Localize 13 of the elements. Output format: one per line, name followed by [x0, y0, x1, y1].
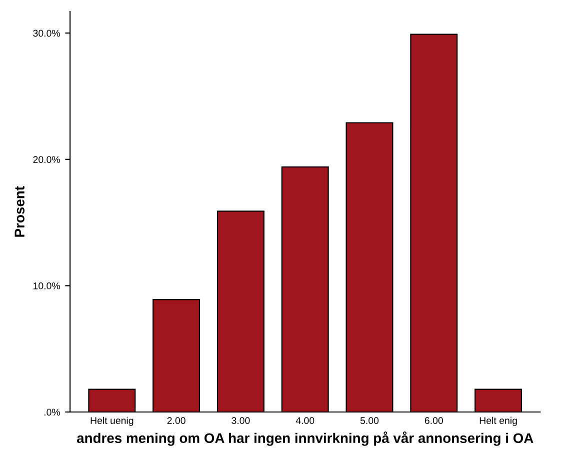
y-tick-label: 10.0% — [34, 282, 60, 290]
x-tick-label: 4.00 — [296, 417, 314, 424]
y-tick-label: 30.0% — [33, 30, 60, 37]
x-tick-label: 2.00 — [167, 417, 186, 424]
x-tick-label: Helt uenig — [90, 416, 134, 426]
y-tick-label: 20.0% — [33, 156, 60, 164]
x-axis-title: andres mening om OA har ingen innvirkning på vår annonsering i OA — [76, 431, 534, 446]
y-axis-title: Prosent — [14, 186, 24, 237]
x-tick-label: Helt enig — [480, 416, 517, 426]
x-tick-label: 3.00 — [232, 417, 250, 424]
x-tick-label: 6.00 — [424, 417, 443, 424]
y-tick-label: .0% — [44, 408, 60, 416]
x-tick-label: 5.00 — [360, 417, 379, 424]
